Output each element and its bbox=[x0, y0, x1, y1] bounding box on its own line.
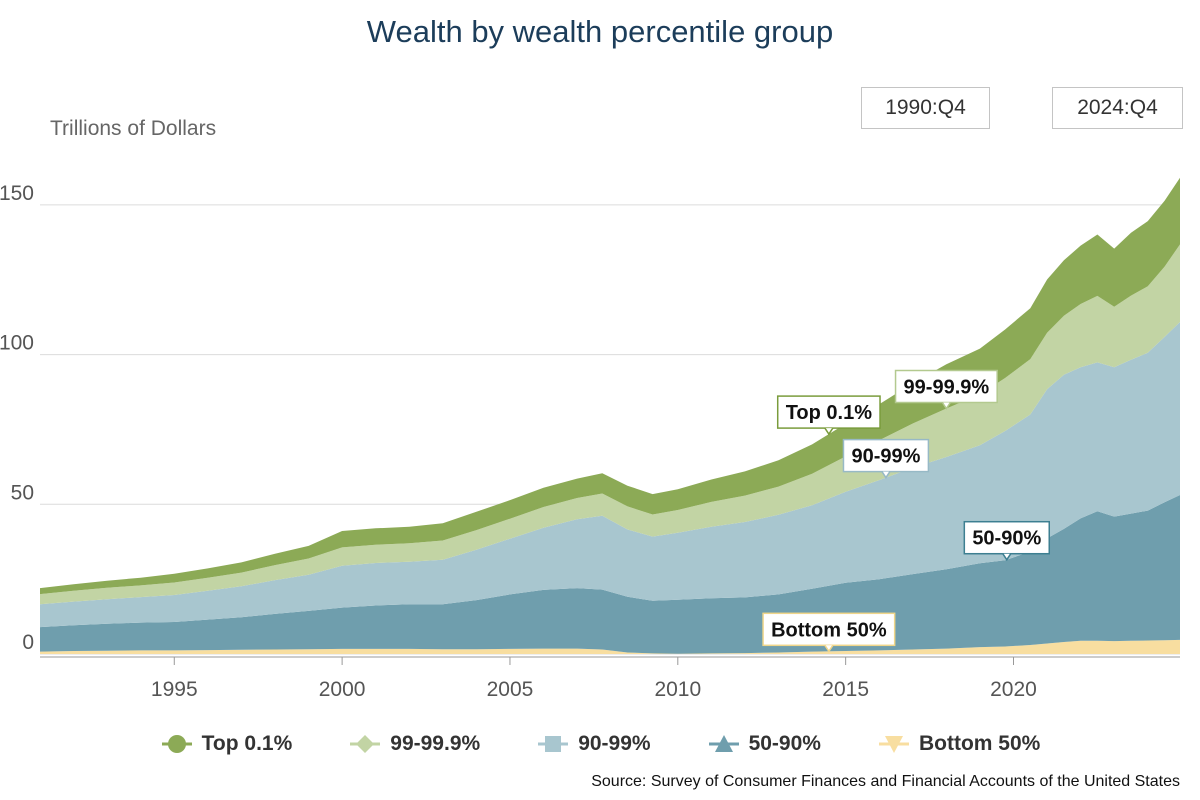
callout-pointer bbox=[824, 427, 834, 436]
legend: Top 0.1% 99-99.9% 90-99% 50-90% Bottom 50% bbox=[0, 732, 1200, 756]
callout-pointer bbox=[881, 471, 891, 479]
callout-text: 99-99.9% bbox=[904, 377, 990, 399]
callout-text: 90-99% bbox=[851, 446, 920, 468]
legend-label: Top 0.1% bbox=[201, 732, 293, 755]
callout-text: 50-90% bbox=[972, 528, 1041, 550]
area-90-99[interactable] bbox=[40, 322, 1180, 628]
legend-item-99-99-9[interactable]: 99-99.9% bbox=[348, 732, 480, 756]
y-tick-label: 100 bbox=[0, 332, 34, 355]
chart-title: Wealth by wealth percentile group bbox=[366, 14, 834, 49]
x-tick-label: 1995 bbox=[151, 678, 198, 701]
legend-label: 99-99.9% bbox=[390, 732, 481, 755]
callout-label: 99-99.9% bbox=[894, 369, 998, 410]
legend-marker-icon bbox=[538, 736, 569, 752]
start-date-selector[interactable]: 1990:Q4 bbox=[861, 87, 990, 129]
y-axis-label: Trillions of Dollars bbox=[50, 117, 216, 140]
area-99-99-9[interactable] bbox=[40, 244, 1180, 605]
x-tick-label: 2015 bbox=[822, 678, 869, 701]
callout-box bbox=[963, 520, 1051, 555]
end-date-selector[interactable]: 2024:Q4 bbox=[1052, 87, 1183, 129]
legend-item-top-0-1[interactable]: Top 0.1% bbox=[160, 732, 293, 756]
y-tick-label: 50 bbox=[11, 481, 34, 504]
callout-pointer bbox=[824, 644, 834, 653]
callout-box bbox=[776, 395, 881, 429]
callout-label: 90-99% bbox=[842, 438, 930, 479]
legend-item-bottom-50[interactable]: Bottom 50% bbox=[877, 732, 1040, 756]
legend-label: 90-99% bbox=[578, 732, 651, 755]
callout-label: 50-90% bbox=[963, 520, 1051, 562]
callout-text: Top 0.1% bbox=[786, 402, 873, 424]
callout-label: Top 0.1% bbox=[776, 395, 881, 436]
x-tick-label: 2000 bbox=[319, 678, 366, 701]
x-tick-label: 2005 bbox=[487, 678, 534, 701]
legend-marker-icon bbox=[161, 735, 192, 753]
legend-item-50-90[interactable]: 50-90% bbox=[707, 732, 821, 756]
callout-box bbox=[762, 612, 896, 647]
legend-marker-icon bbox=[350, 735, 381, 753]
y-tick-label: 150 bbox=[0, 182, 34, 205]
source-note: Source: Survey of Consumer Finances and … bbox=[591, 773, 1180, 790]
y-tick-label: 0 bbox=[22, 631, 34, 654]
legend-item-90-99[interactable]: 90-99% bbox=[536, 732, 651, 756]
legend-marker-icon bbox=[878, 736, 909, 753]
callout-pointer bbox=[941, 402, 951, 410]
x-tick-label: 2010 bbox=[654, 678, 701, 701]
legend-label: 50-90% bbox=[748, 732, 821, 755]
legend-label: Bottom 50% bbox=[918, 732, 1041, 755]
callout-pointer bbox=[1002, 553, 1012, 562]
callout-text: Bottom 50% bbox=[771, 619, 887, 641]
x-tick-label: 2020 bbox=[990, 678, 1037, 701]
legend-marker-icon bbox=[708, 735, 739, 752]
callout-label: Bottom 50% bbox=[762, 612, 896, 653]
area-bottom-50[interactable] bbox=[40, 639, 1180, 654]
